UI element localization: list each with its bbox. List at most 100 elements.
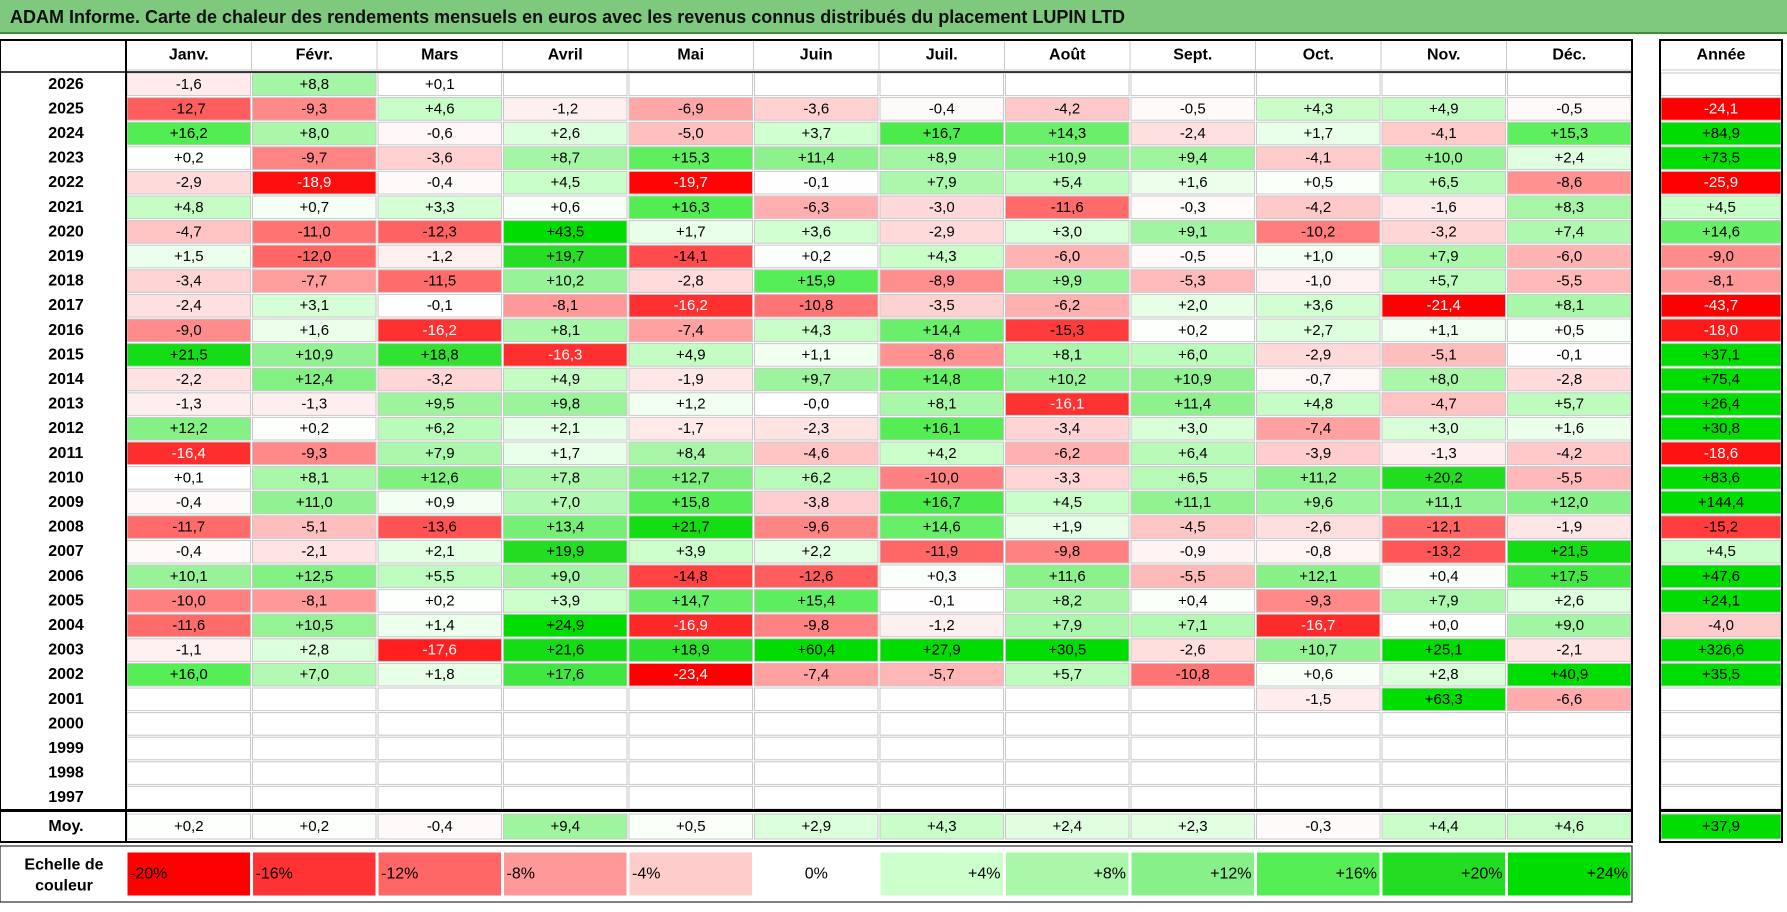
- cell-value: -0,1: [1556, 346, 1582, 363]
- heatmap-cell: [1256, 761, 1381, 785]
- cell-value: +20,2: [1425, 469, 1463, 486]
- heatmap-cell: [1381, 343, 1506, 367]
- heatmap-cell: [1381, 564, 1506, 589]
- scale-step-label: +20%: [1461, 866, 1502, 883]
- year-label: 2005: [48, 592, 84, 609]
- average-cell: [377, 813, 502, 840]
- cell-value: -2,3: [803, 420, 829, 437]
- cell-value: -6,2: [1054, 297, 1080, 314]
- month-header-label: Mai: [677, 47, 704, 64]
- cell-value: +12,7: [672, 469, 710, 486]
- scale-swatch: [377, 851, 502, 897]
- cell-value: -14,1: [674, 248, 708, 265]
- average-value: +2,9: [801, 818, 831, 835]
- average-cell: [503, 813, 628, 840]
- month-header-label: Févr.: [296, 47, 333, 64]
- cell-value: -12,1: [1427, 519, 1461, 536]
- heatmap-cell: [503, 687, 628, 712]
- heatmap-cell: [1005, 244, 1130, 269]
- cell-value: -0,1: [929, 592, 955, 609]
- cell-value: -2,9: [929, 223, 955, 240]
- cell-value: +15,9: [797, 273, 835, 290]
- cell-value: +0,7: [299, 199, 329, 216]
- heatmap-cell: [1005, 367, 1130, 392]
- heatmap-cell: [628, 761, 753, 785]
- heatmap-cell: [754, 785, 879, 810]
- annual-cell: [1660, 761, 1782, 785]
- heatmap-cell: [1256, 466, 1381, 490]
- cell-value: -6,2: [1054, 445, 1080, 462]
- heatmap-cell: [628, 712, 753, 736]
- average-value: +2,4: [1052, 818, 1082, 835]
- annual-value: +37,1: [1702, 346, 1740, 363]
- cell-value: -9,7: [301, 150, 327, 167]
- cell-value: +8,9: [927, 150, 957, 167]
- heatmap-cell: [754, 392, 879, 416]
- heatmap-cell: [1130, 392, 1255, 416]
- annual-value: +26,4: [1702, 396, 1740, 413]
- heatmap-cell: [754, 121, 879, 146]
- cell-value: +6,5: [1178, 469, 1208, 486]
- cell-value: -6,9: [678, 100, 704, 117]
- year-label: 2014: [48, 371, 84, 388]
- cell-value: -1,5: [1305, 691, 1331, 708]
- heatmap-cell: [252, 269, 377, 293]
- cell-value: -5,5: [1556, 273, 1582, 290]
- heatmap-cell: [1005, 515, 1130, 539]
- heatmap-cell: [1256, 170, 1381, 195]
- heatmap-cell: [1507, 72, 1632, 97]
- cell-value: -1,1: [176, 642, 202, 659]
- heatmap-cell: [252, 293, 377, 318]
- cell-value: +10,5: [295, 617, 333, 634]
- cell-value: +12,0: [1550, 494, 1588, 511]
- cell-value: +9,4: [1178, 150, 1208, 167]
- heatmap-cell: [1130, 146, 1255, 170]
- heatmap-cell: [377, 146, 502, 170]
- heatmap-cell: [252, 687, 377, 712]
- cell-value: -23,4: [674, 666, 708, 683]
- cell-value: -21,4: [1427, 297, 1461, 314]
- cell-value: +15,3: [1550, 125, 1588, 142]
- heatmap-cell: [377, 466, 502, 490]
- heatmap-cell: [879, 269, 1004, 293]
- year-label: 2001: [48, 691, 84, 708]
- month-header-label: Sept.: [1173, 47, 1212, 64]
- cell-value: -11,7: [172, 519, 205, 536]
- average-cell: [754, 813, 879, 840]
- cell-value: +4,3: [927, 248, 957, 265]
- heatmap-cell: [377, 367, 502, 392]
- heatmap-cell: [1005, 72, 1130, 97]
- heatmap-cell: [1130, 589, 1255, 613]
- cell-value: +0,2: [801, 248, 831, 265]
- heatmap-cell: [1256, 490, 1381, 515]
- cell-value: -5,5: [1556, 469, 1582, 486]
- cell-value: -12,6: [799, 568, 833, 585]
- cell-value: -13,6: [423, 519, 457, 536]
- cell-value: +6,2: [425, 420, 455, 437]
- heatmap-cell: [1005, 761, 1130, 785]
- heatmap-cell: [1130, 736, 1255, 761]
- heatmap-cell: [1005, 392, 1130, 416]
- annual-cell: [1660, 687, 1782, 712]
- cell-value: -3,2: [427, 371, 453, 388]
- heatmap-cell: [628, 785, 753, 810]
- heatmap-cell: [377, 515, 502, 539]
- cell-value: -0,6: [427, 125, 453, 142]
- heatmap-cell: [628, 195, 753, 220]
- cell-value: +1,6: [299, 322, 329, 339]
- annual-value: -8,1: [1708, 273, 1734, 290]
- cell-value: +2,6: [1554, 592, 1584, 609]
- heatmap-cell: [1507, 785, 1632, 810]
- cell-value: +9,1: [1178, 223, 1208, 240]
- cell-value: +6,5: [1429, 174, 1459, 191]
- heatmap-cell: [503, 638, 628, 662]
- cell-value: -0,1: [803, 174, 829, 191]
- cell-value: +8,4: [676, 445, 706, 462]
- cell-value: +9,9: [1052, 273, 1082, 290]
- cell-value: +11,1: [1174, 494, 1211, 511]
- heatmap-cell: [754, 515, 879, 539]
- cell-value: -13,2: [1427, 543, 1461, 560]
- cell-value: +2,7: [1303, 322, 1333, 339]
- heatmap-cell: [377, 170, 502, 195]
- heatmap-cell: [754, 761, 879, 785]
